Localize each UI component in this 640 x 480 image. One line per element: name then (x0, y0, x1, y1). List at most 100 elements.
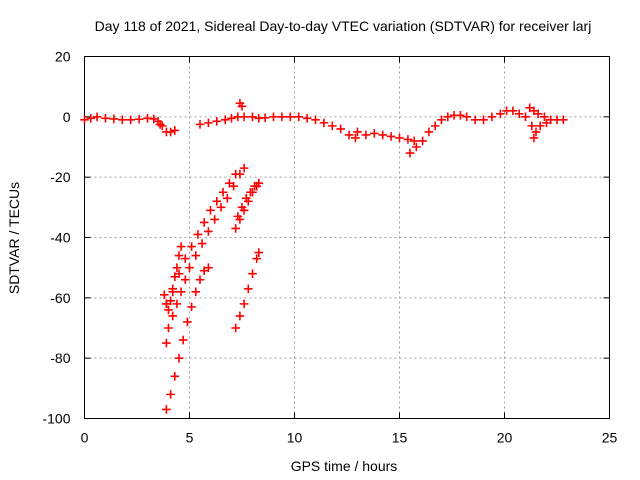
data-point (162, 299, 171, 309)
data-point (86, 114, 96, 123)
data-point (181, 275, 190, 285)
data-point (462, 112, 471, 122)
data-point (424, 127, 434, 137)
data-point (191, 287, 201, 297)
data-point (170, 371, 180, 381)
x-axis-label: GPS time / hours (291, 458, 398, 474)
data-point (237, 203, 247, 212)
data-point (370, 129, 379, 138)
data-point (210, 215, 219, 224)
data-point (395, 133, 404, 143)
data-point (508, 106, 518, 116)
data-point (227, 114, 236, 123)
data-point (252, 254, 261, 263)
data-point (193, 230, 203, 239)
data-point (164, 323, 173, 333)
data-point (118, 115, 127, 125)
data-point (418, 136, 427, 146)
data-point (212, 117, 222, 126)
data-point (248, 269, 257, 278)
data-point (174, 269, 184, 278)
data-point (187, 302, 196, 312)
data-point (405, 148, 415, 158)
data-points (80, 98, 568, 414)
data-point (181, 254, 190, 263)
data-point (254, 248, 264, 257)
data-point (199, 218, 209, 227)
data-point (559, 115, 568, 125)
data-point (336, 124, 345, 134)
data-point (172, 299, 182, 309)
data-point (378, 130, 387, 140)
data-point (248, 112, 257, 122)
data-point (527, 121, 537, 131)
y-tick-label: -40 (50, 230, 70, 246)
data-point (162, 338, 171, 348)
data-point (277, 112, 287, 122)
data-point (361, 130, 371, 140)
data-point (225, 178, 234, 188)
data-point (456, 111, 465, 120)
data-point (311, 115, 320, 125)
data-point (109, 114, 119, 124)
data-point (164, 305, 173, 315)
y-tick-label: -20 (50, 169, 70, 185)
data-point (204, 263, 213, 272)
data-point (174, 251, 184, 260)
data-point (174, 353, 184, 363)
axis-ticks (84, 56, 610, 419)
data-point (241, 193, 251, 203)
data-point (101, 114, 110, 123)
data-point (160, 290, 169, 300)
data-point (540, 112, 549, 122)
data-point (430, 121, 440, 131)
data-point (166, 390, 175, 399)
data-point (260, 113, 270, 123)
data-point (187, 242, 196, 251)
x-tick-label: 5 (186, 430, 194, 446)
data-point (172, 263, 182, 272)
chart-title: Day 118 of 2021, Sidereal Day-to-day VTE… (95, 18, 592, 34)
x-tick-label: 10 (287, 430, 303, 446)
data-point (92, 112, 102, 122)
data-point (533, 109, 543, 119)
data-point (157, 121, 167, 131)
data-point (269, 112, 278, 122)
x-tick-label: 25 (602, 430, 618, 446)
data-point (487, 112, 497, 122)
data-point (496, 109, 505, 119)
data-point (233, 212, 243, 221)
y-tick-label: -60 (50, 290, 70, 306)
data-point (185, 263, 194, 272)
data-point (531, 127, 541, 137)
data-point (542, 118, 551, 128)
data-point (535, 121, 545, 131)
data-point (212, 197, 222, 206)
data-point (183, 317, 192, 327)
y-tick-labels: -100 -80 -60 -40 -20 0 20 (42, 49, 70, 427)
data-point (223, 193, 232, 203)
data-point (239, 299, 249, 309)
data-point (412, 142, 421, 152)
data-point (162, 405, 171, 414)
y-tick-label: -80 (50, 350, 70, 366)
data-point (250, 181, 259, 191)
data-point (166, 127, 175, 137)
data-point (195, 120, 205, 129)
x-tick-labels: 0 5 10 15 20 25 (81, 430, 618, 446)
data-point (206, 206, 215, 215)
y-tick-label: -100 (42, 411, 70, 427)
data-point (235, 311, 245, 321)
data-point (437, 115, 446, 125)
data-point (386, 132, 396, 141)
data-point (168, 284, 177, 294)
data-point (176, 242, 186, 251)
data-point (168, 311, 177, 321)
data-point (403, 135, 413, 144)
data-point (195, 275, 205, 285)
data-point (239, 163, 249, 173)
data-point (443, 112, 453, 122)
data-point (409, 136, 419, 146)
y-axis-label: SDTVAR / TECUs (6, 182, 22, 294)
